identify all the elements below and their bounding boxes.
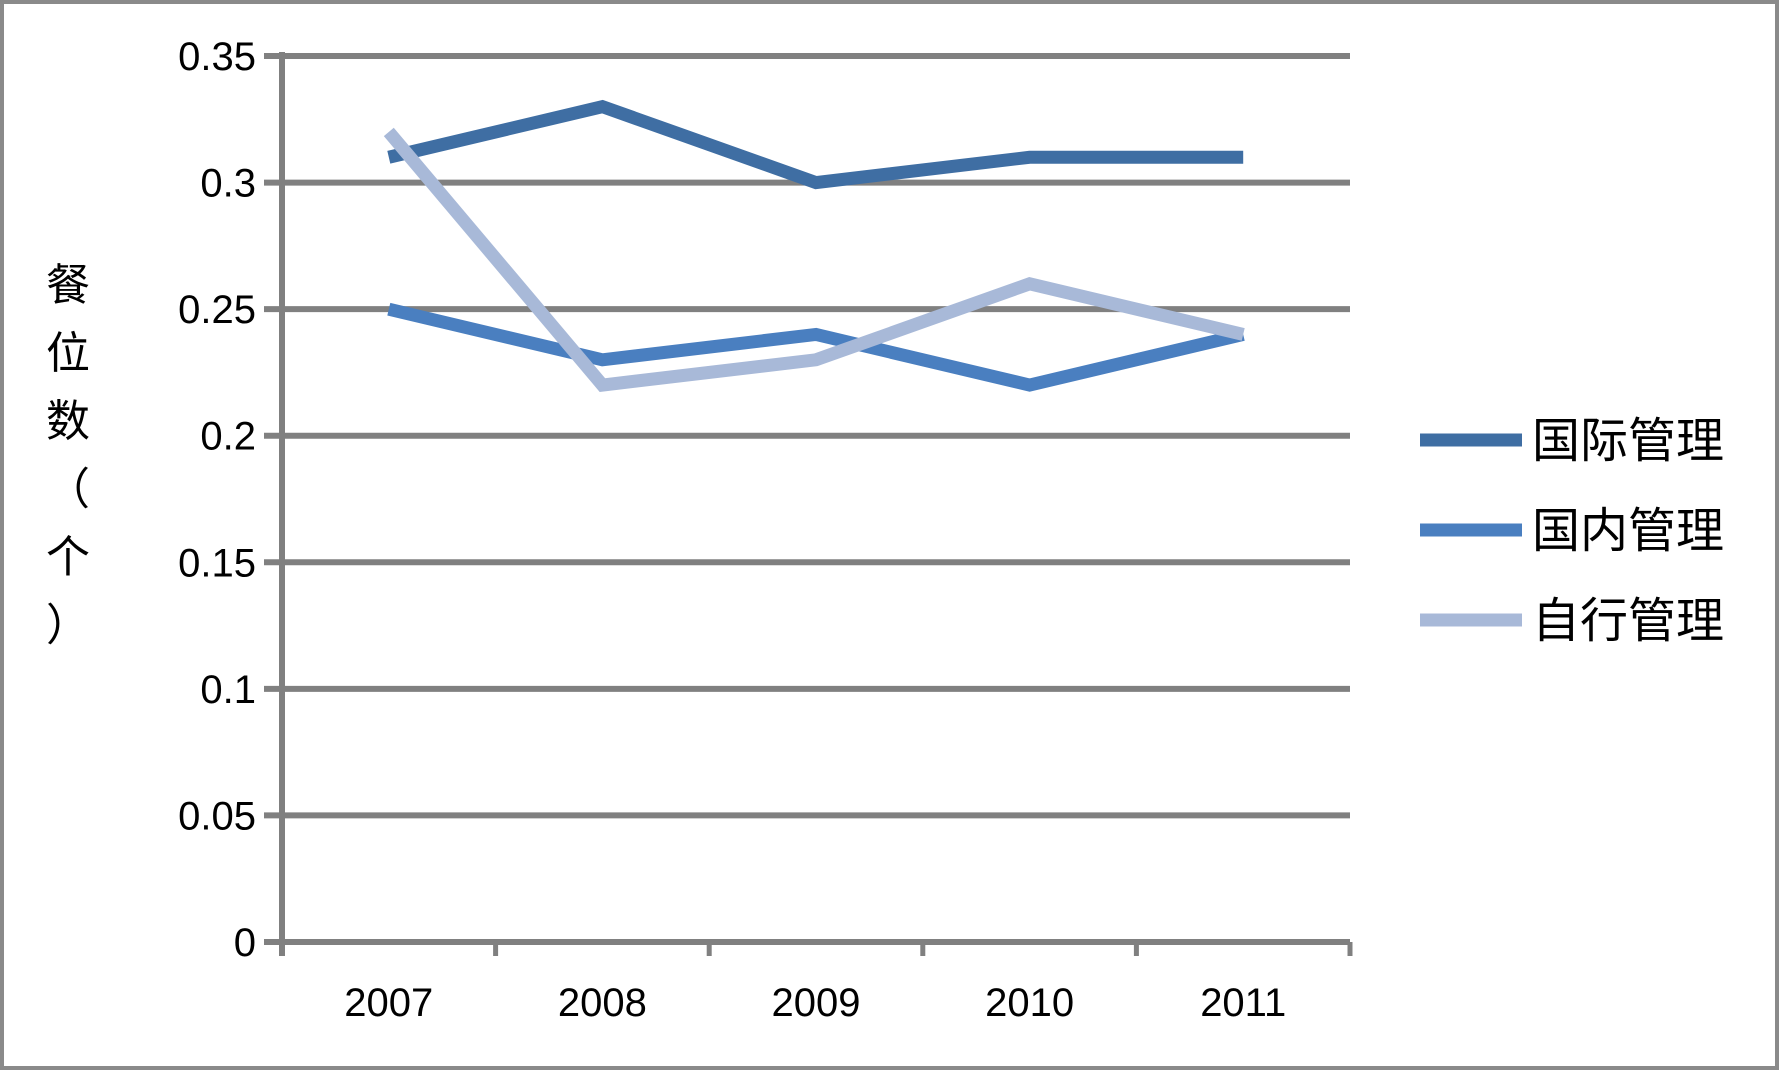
y-tick-label: 0.1 bbox=[200, 668, 256, 712]
legend-label-0: 国际管理 bbox=[1532, 415, 1724, 468]
x-tick-labels: 2007 2008 2009 2010 2011 bbox=[344, 981, 1286, 1025]
y-axis-label-char: 餐 bbox=[46, 261, 90, 310]
gridlines bbox=[264, 53, 1350, 945]
x-tick-label: 2009 bbox=[772, 981, 861, 1025]
axes bbox=[264, 52, 1353, 956]
legend-label-1: 国内管理 bbox=[1532, 505, 1724, 558]
x-tick-label: 2007 bbox=[344, 981, 433, 1025]
y-tick-label: 0.3 bbox=[200, 162, 256, 206]
series-line-0 bbox=[387, 99, 1244, 190]
y-axis-label-char: ） bbox=[46, 601, 90, 650]
y-tick-label: 0.35 bbox=[178, 35, 256, 79]
x-tick-label: 2010 bbox=[985, 981, 1074, 1025]
y-axis-label-char: （ bbox=[46, 465, 90, 514]
series-lines bbox=[383, 99, 1245, 392]
y-tick-labels: 0 0.05 0.1 0.15 0.2 0.25 0.3 0.35 bbox=[178, 35, 256, 965]
y-tick-label: 0.05 bbox=[178, 794, 256, 838]
series-line-2 bbox=[383, 127, 1245, 392]
y-axis-label-char: 位 bbox=[46, 329, 90, 378]
y-tick-label: 0.15 bbox=[178, 541, 256, 585]
y-tick-label: 0.2 bbox=[200, 415, 256, 459]
series-line-1 bbox=[387, 302, 1245, 392]
y-axis-label-char: 个 bbox=[46, 533, 90, 582]
legend-label-2: 自行管理 bbox=[1532, 595, 1724, 648]
y-tick-label: 0.25 bbox=[178, 288, 256, 332]
y-tick-label: 0 bbox=[234, 921, 256, 965]
y-axis-label: 餐位数 （ 个 ） bbox=[46, 261, 90, 650]
x-tick-label: 2008 bbox=[558, 981, 647, 1025]
x-tick-label: 2011 bbox=[1200, 981, 1286, 1025]
y-axis-label-char: 数 bbox=[46, 397, 90, 446]
